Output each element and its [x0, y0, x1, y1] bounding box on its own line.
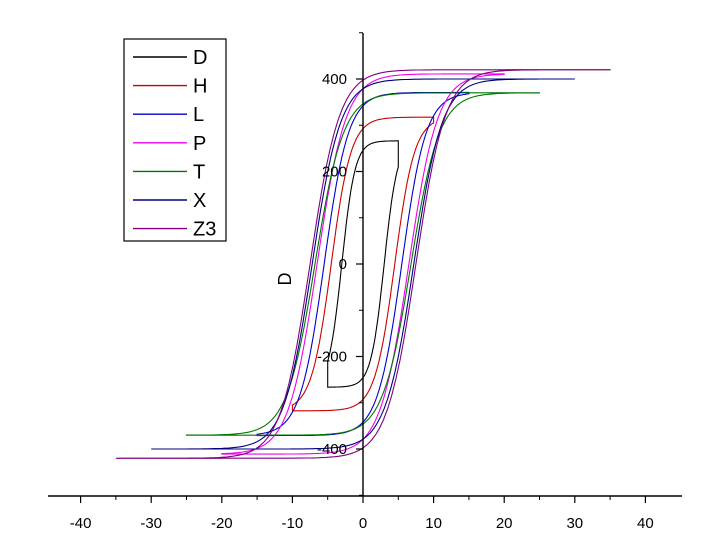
y-tick-label: -200: [317, 349, 347, 366]
y-tick-label: -400: [317, 441, 347, 458]
x-tick-label: -20: [211, 515, 233, 532]
x-tick-label: 20: [496, 515, 513, 532]
series-curve-d: [327, 140, 399, 388]
series-curve-h: [291, 116, 435, 412]
legend-label-t: T: [193, 161, 205, 183]
legend-label-p: P: [193, 133, 206, 155]
legend-label-l: L: [193, 104, 204, 126]
series-curve-z3: [115, 69, 611, 459]
y-tick-label: 200: [322, 164, 347, 181]
series-curve-x: [151, 78, 575, 450]
legend-label-d: D: [193, 47, 207, 69]
y-tick-label: 0: [339, 256, 347, 273]
axes: [48, 32, 682, 503]
legend-label-z3: Z3: [193, 219, 216, 241]
x-tick-label: -10: [282, 515, 304, 532]
x-tick-label: -40: [70, 515, 92, 532]
legend-label-h: H: [193, 76, 207, 98]
y-tick-label: 400: [322, 71, 347, 88]
x-tick-label: 30: [566, 515, 583, 532]
series-curves: [115, 69, 611, 459]
series-curve-t: [185, 92, 541, 436]
legend-box: [123, 38, 227, 242]
x-tick-label: 0: [359, 515, 367, 532]
x-tick-label: 40: [637, 515, 654, 532]
series-curve-p: [221, 73, 505, 455]
legend-label-x: X: [193, 190, 206, 212]
y-axis-label: D: [275, 273, 295, 286]
x-tick-label: -30: [140, 515, 162, 532]
x-tick-label: 10: [425, 515, 442, 532]
tick-labels: -40 -30 -20 -10 0 10 20 30 40 -400 -200 0 200 400: [70, 71, 654, 532]
